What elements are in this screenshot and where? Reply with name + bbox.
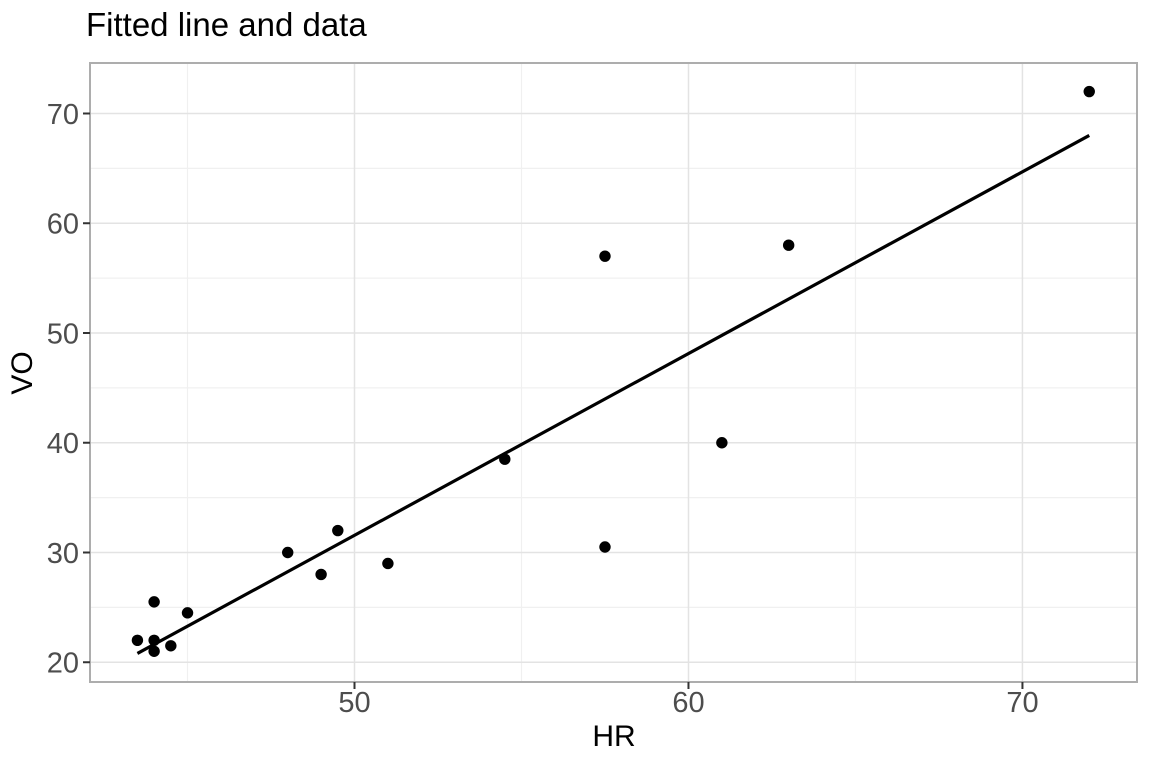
data-point: [332, 524, 344, 537]
data-point: [181, 607, 194, 619]
data-point: [282, 546, 294, 559]
data-point: [382, 557, 394, 570]
y-tick-label: 60: [47, 209, 79, 241]
data-point: [782, 239, 795, 251]
y-axis-title: VO: [6, 351, 39, 395]
data-point: [599, 250, 611, 262]
fitted-line: [136, 134, 1091, 655]
data-point: [165, 640, 177, 652]
y-tick-label: 50: [47, 318, 79, 350]
data-point: [716, 437, 728, 449]
data-point: [315, 568, 327, 581]
panel-border: [89, 62, 1138, 683]
x-tick-label: 50: [338, 687, 370, 719]
x-tick-label: 70: [1006, 687, 1038, 719]
x-tick-label: 60: [672, 687, 704, 719]
data-point: [148, 645, 160, 657]
data-point: [148, 634, 160, 646]
data-point: [131, 634, 144, 646]
x-axis-title: HR: [592, 720, 636, 753]
y-tick-label: 40: [47, 428, 79, 460]
data-point: [499, 453, 511, 465]
y-tick-label: 70: [47, 99, 79, 131]
y-tick-label: 20: [47, 648, 79, 680]
data-point: [1083, 85, 1095, 98]
y-tick-label: 30: [47, 538, 79, 570]
data-point: [599, 541, 611, 553]
data-point: [148, 596, 160, 608]
panel-background: [90, 63, 1137, 682]
plot-title: Fitted line and data: [86, 6, 367, 43]
